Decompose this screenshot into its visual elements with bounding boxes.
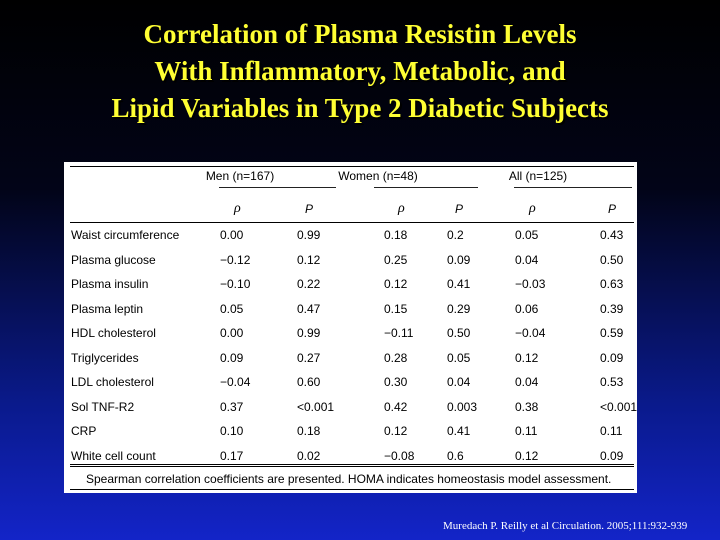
table-cell: 0.15 xyxy=(384,302,408,316)
table-cell: 0.06 xyxy=(515,302,539,316)
table-cell: 0.2 xyxy=(447,228,464,242)
row-label: LDL cholesterol xyxy=(71,375,154,389)
table-cell: 0.41 xyxy=(447,424,471,438)
table-cell: 0.25 xyxy=(384,253,408,267)
table-cell: 0.05 xyxy=(447,351,471,365)
table-cell: 0.28 xyxy=(384,351,408,365)
p-header: P xyxy=(455,202,464,216)
table-cell: 0.60 xyxy=(297,375,321,389)
table-cell: 0.04 xyxy=(447,375,471,389)
table-cell: 0.09 xyxy=(447,253,471,267)
row-label: CRP xyxy=(71,424,97,438)
table-cell: 0.003 xyxy=(447,400,478,414)
table-cell: 0.30 xyxy=(384,375,408,389)
table-cell: 0.50 xyxy=(447,326,471,340)
row-label: HDL cholesterol xyxy=(71,326,156,340)
table-cell: 0.18 xyxy=(384,228,408,242)
table-cell: 0.05 xyxy=(220,302,244,316)
table-cell: 0.10 xyxy=(220,424,244,438)
table-footnote: Spearman correlation coefficients are pr… xyxy=(86,472,612,486)
table-cell: 0.00 xyxy=(220,228,244,242)
group-header-rule xyxy=(219,187,336,188)
footnote-top-rule xyxy=(70,464,634,465)
table-cell: 0.99 xyxy=(297,228,321,242)
table-bottom-rule xyxy=(70,489,634,490)
row-label: White cell count xyxy=(71,449,156,463)
table-cell: 0.63 xyxy=(600,277,624,291)
table-cell: 0.6 xyxy=(447,449,464,463)
table-cell: 0.11 xyxy=(515,424,538,438)
p-header: P xyxy=(608,202,617,216)
table-cell: 0.41 xyxy=(447,277,471,291)
rho-header: ρ xyxy=(529,201,536,216)
table-cell: 0.99 xyxy=(297,326,321,340)
table-cell: 0.00 xyxy=(220,326,244,340)
group-header: Women (n=48) xyxy=(338,169,418,183)
table-cell: 0.12 xyxy=(384,277,408,291)
group-header: All (n=125) xyxy=(508,169,568,183)
table-cell: 0.11 xyxy=(600,424,623,438)
table-cell: 0.53 xyxy=(600,375,624,389)
row-label: Triglycerides xyxy=(71,351,139,365)
table-cell: −0.10 xyxy=(220,277,251,291)
table-cell: 0.39 xyxy=(600,302,624,316)
row-label: Sol TNF-R2 xyxy=(71,400,135,414)
table-cell: 0.27 xyxy=(297,351,321,365)
table-cell: 0.29 xyxy=(447,302,471,316)
table-cell: 0.42 xyxy=(384,400,408,414)
row-label: Plasma leptin xyxy=(71,302,144,316)
citation: Muredach P. Reilly et al Circulation. 20… xyxy=(443,520,688,532)
header-bottom-rule xyxy=(70,222,634,223)
table-cell: 0.18 xyxy=(297,424,321,438)
group-header-rule xyxy=(514,187,632,188)
table-cell: 0.04 xyxy=(515,253,539,267)
slide-title: Correlation of Plasma Resistin Levels Wi… xyxy=(0,16,720,127)
table-cell: −0.03 xyxy=(515,277,546,291)
table-cell: 0.09 xyxy=(600,351,624,365)
p-header: P xyxy=(305,202,314,216)
group-header-rule xyxy=(374,187,478,188)
rho-header: ρ xyxy=(398,201,405,216)
rho-header: ρ xyxy=(234,201,241,216)
table-cell: 0.47 xyxy=(297,302,321,316)
table-cell: 0.12 xyxy=(515,351,539,365)
table-cell: <0.001 xyxy=(297,400,335,414)
table-cell: 0.04 xyxy=(515,375,539,389)
table-cell: 0.38 xyxy=(515,400,539,414)
table-cell: 0.02 xyxy=(297,449,321,463)
group-header: Men (n=167) xyxy=(205,169,275,183)
table-cell: 0.09 xyxy=(220,351,244,365)
table-cell: −0.08 xyxy=(384,449,415,463)
table-cell: 0.37 xyxy=(220,400,244,414)
table-cell: 0.17 xyxy=(220,449,244,463)
table-cell: 0.43 xyxy=(600,228,624,242)
row-label: Plasma glucose xyxy=(71,253,156,267)
slide-title-line-2: With Inflammatory, Metabolic, and xyxy=(154,56,566,86)
table-cell: <0.001 xyxy=(600,400,638,414)
slide-title-line-1: Correlation of Plasma Resistin Levels xyxy=(143,19,577,49)
row-label: Plasma insulin xyxy=(71,277,149,291)
table-cell: 0.12 xyxy=(384,424,408,438)
table-cell: 0.12 xyxy=(297,253,321,267)
table-cell: 0.50 xyxy=(600,253,624,267)
table-cell: 0.09 xyxy=(600,449,624,463)
slide-title-line-3: Lipid Variables in Type 2 Diabetic Subje… xyxy=(111,93,609,123)
table-cell: 0.12 xyxy=(515,449,539,463)
table-cell: −0.04 xyxy=(220,375,251,389)
table-cell: 0.59 xyxy=(600,326,624,340)
table-cell: −0.12 xyxy=(220,253,251,267)
table-top-rule xyxy=(70,166,634,167)
table-cell: −0.11 xyxy=(384,326,414,340)
table-cell: 0.22 xyxy=(297,277,321,291)
footnote-top-rule-2 xyxy=(70,466,634,467)
table-cell: 0.05 xyxy=(515,228,539,242)
row-label: Waist circumference xyxy=(71,228,180,242)
table-cell: −0.04 xyxy=(515,326,546,340)
